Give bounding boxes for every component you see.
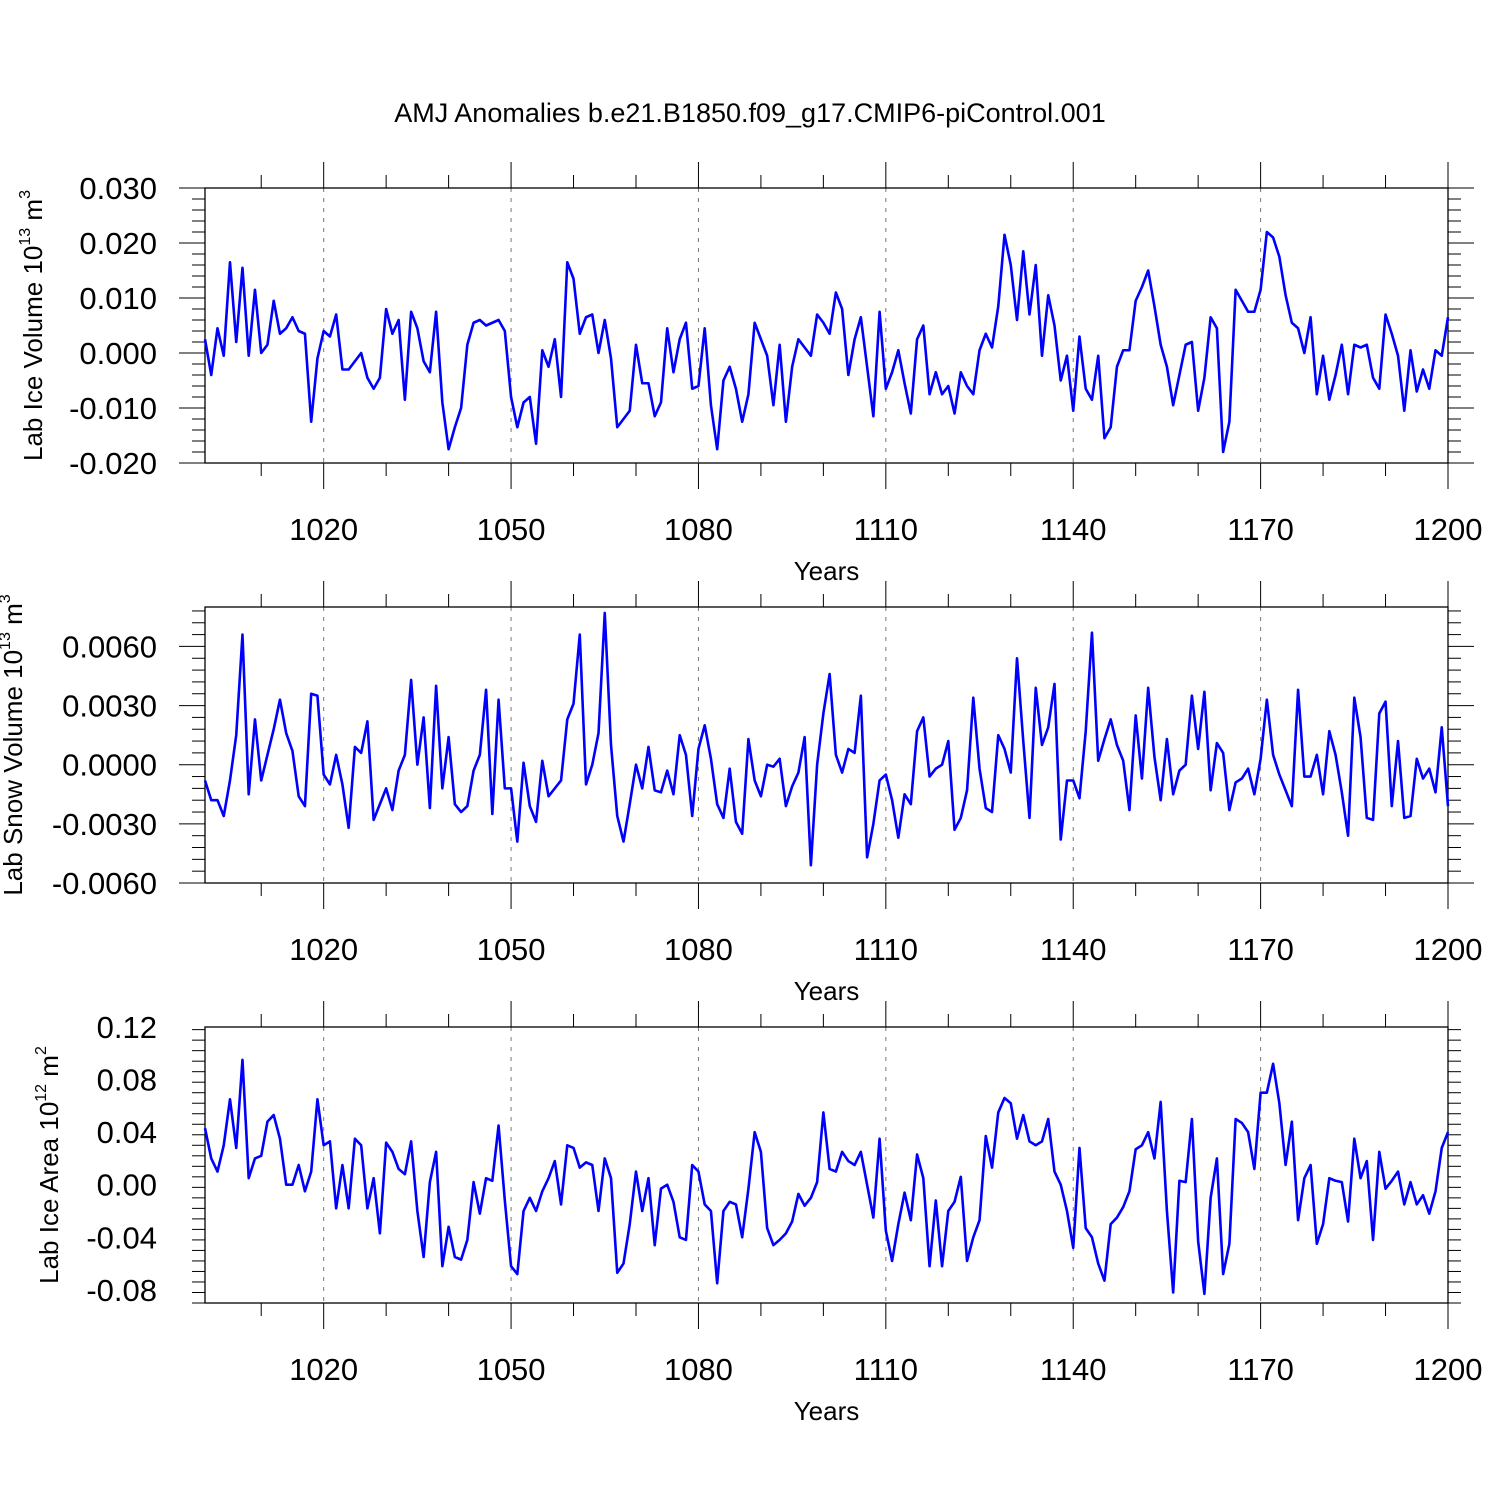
y-title-unit-exponent: 3 bbox=[17, 190, 34, 199]
x-tick-label: 1200 bbox=[1414, 932, 1483, 967]
y-tick-label: 0.0060 bbox=[62, 629, 157, 664]
x-tick-label: 1050 bbox=[477, 932, 546, 967]
y-title-exponent: 13 bbox=[17, 228, 34, 246]
chart-title: AMJ Anomalies b.e21.B1850.f09_g17.CMIP6-… bbox=[394, 98, 1106, 128]
y-tick-label: 0.00 bbox=[97, 1168, 157, 1203]
x-tick-label: 1110 bbox=[854, 512, 918, 547]
x-tick-label: 1050 bbox=[477, 1352, 546, 1387]
x-tick-label: 1170 bbox=[1227, 512, 1294, 547]
x-tick-label: 1080 bbox=[664, 512, 733, 547]
y-title-exponent: 12 bbox=[33, 1084, 50, 1102]
x-tick-label: 1170 bbox=[1227, 1352, 1294, 1387]
x-axis-title: Years bbox=[794, 976, 860, 1006]
y-title-unit: m bbox=[18, 199, 48, 228]
x-tick-label: 1110 bbox=[854, 932, 918, 967]
plot-frame bbox=[204, 606, 1449, 884]
x-tick-label: 1050 bbox=[477, 512, 546, 547]
y-tick-label: 0.0030 bbox=[62, 689, 157, 724]
y-tick-label: 0.030 bbox=[79, 171, 157, 206]
x-tick-label: 1020 bbox=[289, 512, 358, 547]
series-line bbox=[203, 611, 1450, 867]
y-axis-title: Lab Ice Area 1012 m2 bbox=[33, 1046, 64, 1284]
panel-1: -0.020 -0.010 0.000 0.010 0.020 0.030 1020 1050… bbox=[17, 162, 1482, 586]
y-tick-label: 0.0000 bbox=[62, 748, 157, 783]
x-tick-label: 1080 bbox=[664, 932, 733, 967]
y-title-text: Lab Snow Volume 10 bbox=[0, 650, 28, 896]
x-tick-label: 1200 bbox=[1414, 512, 1483, 547]
x-tick-label: 1110 bbox=[854, 1352, 918, 1387]
x-axis-title: Years bbox=[794, 1396, 860, 1426]
x-tick-label: 1140 bbox=[1040, 512, 1107, 547]
y-tick-label: 0.12 bbox=[97, 1010, 157, 1045]
x-tick-label: 1140 bbox=[1040, 932, 1107, 967]
x-tick-label: 1140 bbox=[1040, 1352, 1107, 1387]
plot-frame bbox=[204, 1026, 1449, 1304]
y-axis-title: Lab Snow Volume 1013 m3 bbox=[0, 594, 28, 895]
y-title-unit-exponent: 3 bbox=[0, 594, 14, 603]
x-tick-label: 1020 bbox=[289, 1352, 358, 1387]
x-tick-label: 1200 bbox=[1414, 1352, 1483, 1387]
plot-frame bbox=[204, 187, 1449, 464]
y-tick-label: -0.04 bbox=[86, 1220, 157, 1255]
y-title-exponent: 13 bbox=[0, 632, 14, 650]
y-tick-label: 0.010 bbox=[79, 281, 157, 316]
y-tick-label: -0.0030 bbox=[52, 807, 157, 842]
y-title-text: Lab Ice Volume 10 bbox=[18, 246, 48, 461]
y-tick-label: -0.020 bbox=[69, 446, 157, 481]
x-axis-title: Years bbox=[794, 556, 860, 586]
y-tick-label: -0.08 bbox=[86, 1273, 157, 1308]
x-tick-label: 1020 bbox=[289, 932, 358, 967]
panel-2: -0.0060 -0.0030 0.0000 0.0030 0.0060 1020 1050… bbox=[0, 581, 1482, 1006]
series-line bbox=[203, 1058, 1450, 1296]
y-axis-title: Lab Ice Volume 1013 m3 bbox=[17, 190, 48, 461]
y-tick-label: 0.000 bbox=[79, 336, 157, 371]
panel-3: -0.08 -0.04 0.00 0.04 0.08 0.12 1020 1050 1080 11… bbox=[33, 1001, 1482, 1426]
y-title-text: Lab Ice Area 10 bbox=[34, 1102, 64, 1284]
y-title-unit: m bbox=[34, 1055, 64, 1084]
y-tick-label: 0.08 bbox=[97, 1063, 157, 1098]
x-tick-label: 1170 bbox=[1227, 932, 1294, 967]
x-tick-label: 1080 bbox=[664, 1352, 733, 1387]
y-title-unit-exponent: 2 bbox=[33, 1046, 50, 1055]
y-tick-label: -0.010 bbox=[69, 391, 157, 426]
y-tick-label: 0.020 bbox=[79, 226, 157, 261]
y-tick-label: 0.04 bbox=[97, 1115, 157, 1150]
y-tick-label: -0.0060 bbox=[52, 866, 157, 901]
y-title-unit: m bbox=[0, 603, 28, 632]
series-line bbox=[203, 230, 1450, 454]
